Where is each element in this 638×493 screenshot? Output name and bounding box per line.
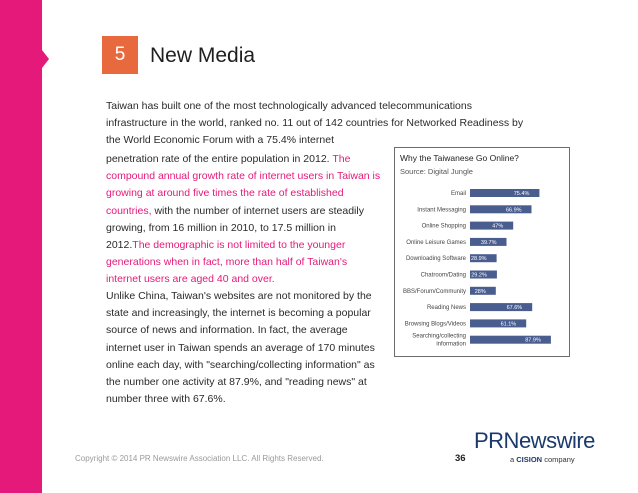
prnewswire-logo: PRNewswire bbox=[474, 428, 595, 453]
category-label: BBS/Forum/Community bbox=[403, 289, 466, 295]
page-number: 36 bbox=[455, 453, 466, 464]
paragraph-growth: penetration rate of the entire populatio… bbox=[106, 151, 381, 289]
growth-highlight-a: The compound annual growth rate of inter… bbox=[106, 153, 381, 217]
category-label: Online Leisure Games bbox=[406, 240, 466, 246]
bar bbox=[470, 221, 514, 230]
side-accent-notch bbox=[42, 50, 49, 68]
category-label: Online Shopping bbox=[422, 224, 466, 230]
bar bbox=[470, 303, 533, 312]
bar-value-label: 66.9% bbox=[506, 207, 522, 213]
tagline-cision: CISION bbox=[516, 455, 543, 464]
bar bbox=[470, 205, 532, 214]
bar-value-label: 67.6% bbox=[507, 305, 523, 311]
bar bbox=[470, 335, 551, 344]
tagline-suffix: company bbox=[542, 455, 575, 464]
bar bbox=[470, 237, 507, 246]
bar-value-label: 47% bbox=[492, 224, 503, 230]
category-label: Email bbox=[451, 191, 466, 197]
chart-plot: Email 75.4% Instant Messaging 66.9% Online S… bbox=[403, 189, 551, 348]
cision-tagline: a CISION company bbox=[510, 455, 575, 464]
category-label: Chatroom/Dating bbox=[421, 273, 466, 279]
bar-value-label: 61.1% bbox=[501, 321, 517, 327]
growth-text-a: penetration rate of the entire populatio… bbox=[106, 153, 330, 165]
category-label: information bbox=[436, 342, 466, 348]
bar-value-label: 75.4% bbox=[514, 191, 530, 197]
bar-value-label: 87.9% bbox=[525, 338, 541, 344]
bar-value-label: 39.7% bbox=[481, 240, 497, 246]
side-accent-bar bbox=[0, 0, 42, 493]
category-label: Instant Messaging bbox=[417, 207, 466, 213]
category-label: Downloading Software bbox=[406, 256, 467, 262]
category-label: Browsing Blogs/Videos bbox=[405, 321, 466, 327]
section-number-badge: 5 bbox=[102, 36, 138, 74]
category-label: Reading News bbox=[427, 305, 466, 311]
bar bbox=[470, 286, 496, 295]
chart-title: Why the Taiwanese Go Online? bbox=[400, 153, 519, 163]
tagline-prefix: a bbox=[510, 455, 515, 464]
paragraph-intro: Taiwan has built one of the most technol… bbox=[106, 100, 524, 147]
bar bbox=[470, 270, 497, 279]
chart-subtitle: Source: Digital Jungle bbox=[400, 167, 473, 176]
section-title: New Media bbox=[150, 44, 256, 67]
paragraph-china: Unlike China, Taiwan's websites are not … bbox=[106, 290, 375, 406]
bar bbox=[470, 254, 497, 263]
bar bbox=[470, 319, 527, 328]
bar-value-label: 28% bbox=[475, 289, 486, 295]
bar-value-label: 28.9% bbox=[471, 256, 487, 262]
growth-highlight-b: The demographic is not limited to the yo… bbox=[106, 239, 348, 286]
category-label: Searching/collecting bbox=[412, 334, 466, 340]
growth-text-b: with the number of internet users are st… bbox=[106, 204, 364, 252]
online-reasons-chart: Why the Taiwanese Go Online? Source: Dig… bbox=[394, 147, 570, 357]
copyright-text: Copyright © 2014 PR Newswire Association… bbox=[75, 454, 324, 463]
bar-value-label: 29.2% bbox=[471, 273, 487, 279]
bar bbox=[470, 189, 540, 197]
